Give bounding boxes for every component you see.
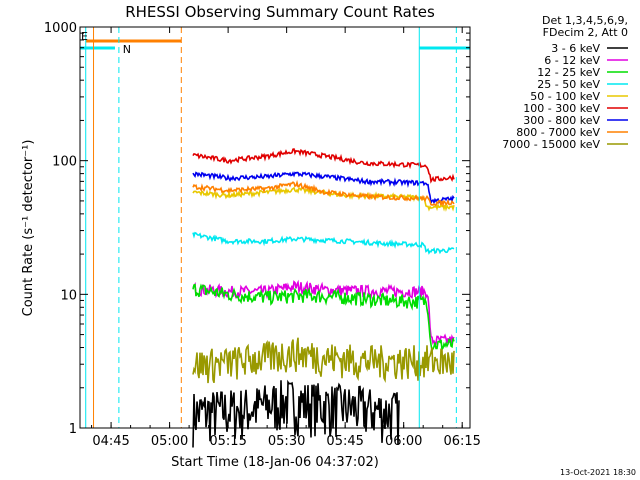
x-tick-label: 05:45 xyxy=(326,434,363,449)
legend-header: Det 1,3,4,5,6,9, xyxy=(542,14,628,27)
series-line xyxy=(192,337,455,384)
chart-title: RHESSI Observing Summary Count Rates xyxy=(125,3,435,21)
legend-label: 7000 - 15000 keV xyxy=(502,138,600,151)
x-tick-label: 05:00 xyxy=(151,434,188,449)
timestamp: 13-Oct-2021 18:30 xyxy=(560,468,636,477)
x-tick-label: 05:30 xyxy=(268,434,305,449)
x-tick-label: 06:15 xyxy=(443,434,480,449)
data-layer: NE xyxy=(80,27,470,448)
y-tick-label: 100 xyxy=(52,155,77,170)
x-tick-label: 04:45 xyxy=(92,434,129,449)
legend-label: 100 - 300 keV xyxy=(523,102,600,115)
legend-label: 800 - 7000 keV xyxy=(516,126,600,139)
y-tick-label: 1 xyxy=(69,422,77,437)
legend-label: 6 - 12 keV xyxy=(544,54,600,67)
series-line xyxy=(192,231,455,255)
series-line xyxy=(192,179,455,208)
series-line xyxy=(192,171,455,206)
series-line xyxy=(192,148,455,184)
x-tick-label: 06:00 xyxy=(385,434,422,449)
x-tick-label: 05:15 xyxy=(209,434,246,449)
flag-label: N xyxy=(123,43,131,56)
legend-label: 25 - 50 keV xyxy=(537,78,600,91)
legend-label: 12 - 25 keV xyxy=(537,66,600,79)
x-axis-label: Start Time (18-Jan-06 04:37:02) xyxy=(171,455,379,470)
legend-label: 300 - 800 keV xyxy=(523,114,600,127)
flag-label: E xyxy=(81,30,88,43)
plot-frame xyxy=(79,26,471,429)
x-axis: 04:45 05:00 05:15 05:30 05:45 06:00 06:15 xyxy=(91,27,481,449)
y-tick-label: 10 xyxy=(60,288,77,303)
legend-label: 3 - 6 keV xyxy=(551,42,600,55)
y-tick-label: 1000 xyxy=(44,21,77,36)
y-axis-label: Count Rate (s⁻¹ detector⁻¹) xyxy=(21,140,36,317)
legend-header: FDecim 2, Att 0 xyxy=(543,26,628,39)
y-axis: 1 10 100 1000 xyxy=(44,21,470,437)
series-line xyxy=(192,283,455,353)
legend: Det 1,3,4,5,6,9,FDecim 2, Att 0 3 - 6 keV… xyxy=(502,14,628,151)
series-line xyxy=(192,279,455,345)
legend-label: 50 - 100 keV xyxy=(530,90,600,103)
